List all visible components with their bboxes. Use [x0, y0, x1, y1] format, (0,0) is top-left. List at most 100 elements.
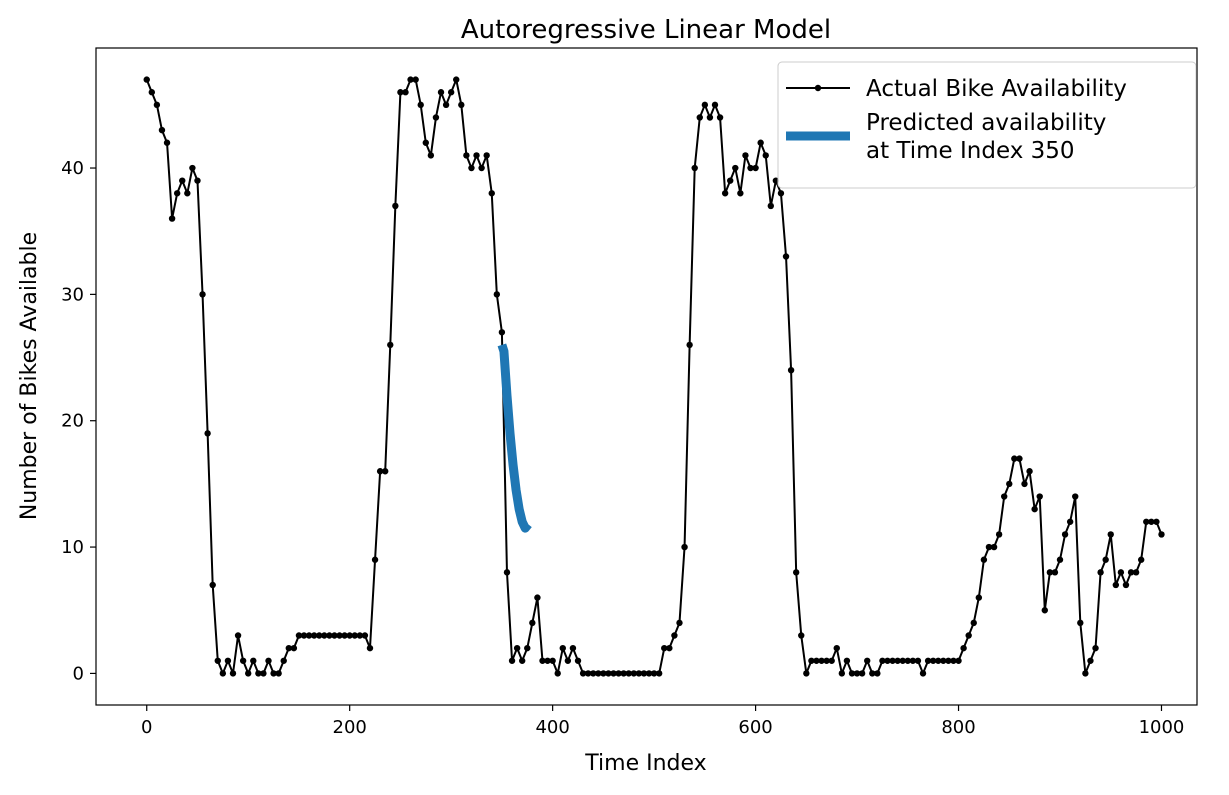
series-line — [497, 343, 532, 533]
data-point — [310, 632, 318, 639]
y-tick-label: 30 — [61, 284, 84, 305]
data-point — [534, 594, 541, 601]
data-point — [914, 657, 922, 664]
data-point — [397, 89, 404, 96]
data-point — [392, 202, 399, 210]
data-point — [752, 164, 759, 172]
data-point — [869, 670, 876, 677]
data-point — [564, 657, 572, 664]
data-point — [742, 152, 749, 159]
data-point — [848, 670, 856, 677]
data-point — [838, 670, 846, 677]
data-point — [361, 632, 369, 639]
data-point — [184, 190, 191, 197]
data-point — [321, 632, 328, 639]
data-point — [1153, 518, 1160, 525]
data-point — [209, 581, 216, 589]
data-point — [447, 89, 455, 96]
data-point — [280, 657, 287, 664]
data-point — [214, 657, 221, 664]
data-point — [204, 430, 211, 437]
data-point — [382, 468, 389, 475]
data-point — [909, 657, 917, 664]
data-point — [600, 670, 607, 677]
data-point — [727, 177, 734, 184]
data-point — [1031, 505, 1038, 513]
data-point — [229, 670, 237, 677]
x-tick-label: 0 — [141, 717, 152, 738]
data-point — [747, 164, 754, 172]
data-point — [777, 190, 785, 197]
data-point — [874, 670, 881, 677]
data-point — [681, 543, 688, 551]
x-tick-label: 200 — [333, 717, 367, 738]
data-point — [179, 177, 186, 184]
data-point — [518, 657, 526, 664]
data-point — [1016, 455, 1023, 462]
data-point — [173, 190, 181, 197]
data-point — [417, 101, 424, 109]
data-point — [970, 619, 977, 627]
data-point — [189, 164, 196, 172]
data-point — [635, 670, 643, 677]
data-point — [1006, 480, 1013, 488]
data-point — [605, 670, 612, 677]
data-point — [772, 177, 780, 184]
data-point — [549, 657, 556, 664]
data-point — [935, 657, 942, 664]
data-point — [316, 632, 323, 639]
data-point — [706, 114, 714, 121]
data-point — [483, 152, 490, 159]
data-point — [224, 657, 232, 664]
data-point — [732, 164, 739, 172]
data-point — [1127, 569, 1135, 576]
data-point — [432, 114, 440, 121]
data-point — [904, 657, 911, 664]
data-point — [219, 670, 227, 677]
data-point — [1102, 556, 1109, 563]
data-point — [676, 619, 683, 627]
data-point — [823, 657, 830, 664]
data-point — [1021, 480, 1028, 488]
data-point — [808, 657, 815, 664]
data-point — [336, 632, 343, 639]
data-point — [584, 670, 592, 677]
data-point — [158, 126, 166, 134]
data-point — [1122, 581, 1130, 589]
data-point — [990, 543, 998, 551]
data-point — [1092, 644, 1099, 652]
data-point — [995, 531, 1003, 538]
data-point — [402, 89, 409, 96]
data-point — [940, 657, 947, 664]
data-point — [1061, 531, 1069, 538]
data-point — [1072, 493, 1079, 500]
data-point — [199, 291, 206, 298]
data-point — [1143, 518, 1150, 525]
data-point — [458, 101, 465, 109]
plot-frame — [95, 47, 1198, 706]
data-point — [579, 670, 587, 677]
legend-marker — [814, 84, 822, 92]
data-point — [163, 139, 171, 146]
data-point — [884, 657, 891, 664]
data-point — [757, 139, 764, 146]
data-point — [194, 177, 201, 184]
data-point — [929, 657, 937, 664]
data-point — [858, 670, 866, 677]
data-point — [1000, 493, 1008, 500]
data-point — [513, 644, 521, 652]
data-point — [569, 644, 577, 652]
data-point — [686, 341, 693, 349]
data-point — [1036, 493, 1043, 500]
data-point — [762, 152, 769, 159]
data-point — [300, 632, 308, 639]
data-point — [407, 76, 414, 83]
data-point — [153, 101, 161, 109]
data-point — [1077, 619, 1084, 627]
data-point — [427, 152, 435, 159]
x-tick-label: 800 — [941, 717, 975, 738]
data-point — [655, 670, 663, 677]
data-point — [326, 632, 333, 639]
data-point — [666, 644, 673, 652]
data-point — [1056, 556, 1064, 563]
